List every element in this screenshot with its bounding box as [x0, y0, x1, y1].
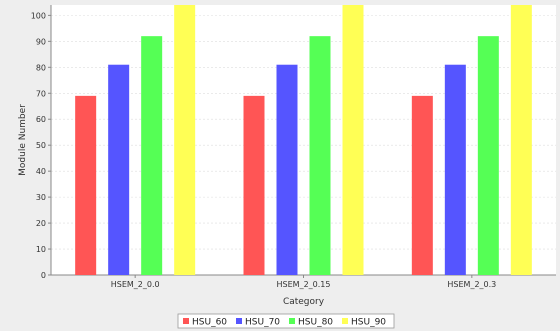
legend-swatch: [289, 318, 295, 324]
bar-hsu-70: [108, 64, 130, 275]
x-axis: HSEM_2_0.0 HSEM_2_0.15 HSEM_2_0.3: [51, 274, 556, 289]
legend-swatch: [342, 318, 348, 324]
bar-hsu-60: [411, 95, 433, 275]
bar-hsu-60: [243, 95, 265, 275]
bars: [75, 5, 532, 276]
y-axis-title: Module Number: [18, 104, 28, 176]
y-tick-label: 10: [36, 245, 46, 254]
plot-area: [51, 5, 556, 275]
y-tick-label: 80: [36, 63, 46, 72]
y-tick-label: 20: [36, 219, 46, 228]
bar-hsu-60: [75, 95, 97, 275]
legend-label: HSU_70: [245, 318, 280, 328]
bar-hsu-70: [276, 64, 298, 275]
y-tick-label: 70: [36, 89, 46, 98]
y-tick-label: 90: [36, 37, 46, 46]
legend-swatch: [236, 318, 242, 324]
bar-hsu-80: [309, 36, 331, 276]
legend-label: HSU_60: [192, 318, 227, 328]
x-tick-label: HSEM_2_0.3: [447, 280, 496, 289]
bar-hsu-90: [342, 5, 364, 275]
y-tick-label: 30: [36, 193, 46, 202]
x-tick-label: HSEM_2_0.15: [277, 280, 331, 289]
legend-box: [177, 313, 395, 329]
x-axis-title: Category: [283, 297, 325, 307]
legend-label: HSU_80: [298, 318, 333, 328]
legend-label: HSU_90: [351, 318, 386, 328]
y-axis: 0 10 20 30 40 50 60 70 80 90 100: [31, 5, 52, 280]
gridlines: [51, 15, 556, 276]
y-tick-label: 0: [41, 271, 46, 280]
bar-hsu-90: [174, 5, 196, 275]
y-tick-label: 100: [31, 11, 46, 20]
bar-hsu-80: [477, 36, 499, 276]
legend: HSU_60 HSU_70 HSU_80 HSU_90: [177, 313, 395, 329]
x-tick-label: HSEM_2_0.0: [111, 280, 160, 289]
y-tick-label: 40: [36, 167, 46, 176]
bar-hsu-90: [510, 5, 532, 275]
bar-hsu-80: [141, 36, 163, 276]
bar-hsu-70: [444, 64, 466, 275]
y-tick-label: 60: [36, 115, 46, 124]
legend-swatch: [183, 318, 189, 324]
y-tick-label: 50: [36, 141, 46, 150]
